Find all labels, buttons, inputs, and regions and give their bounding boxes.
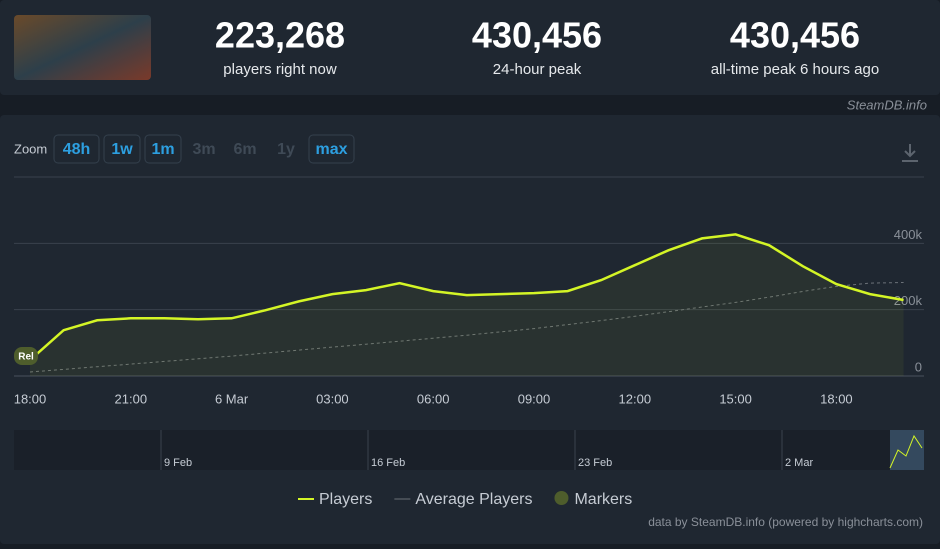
y-tick-label: 0 [915, 359, 922, 374]
line [29, 282, 904, 373]
navigator-label: 16 Feb [371, 457, 405, 469]
x-tick-label: 06:00 [417, 391, 450, 406]
zoom-button-label[interactable]: 1m [151, 141, 174, 158]
navigator-line [889, 434, 923, 469]
y-tick-label: 400k [894, 227, 923, 242]
x-tick-label: 12:00 [619, 391, 652, 406]
marker[interactable] [14, 347, 38, 365]
area [30, 234, 904, 376]
legend-label[interactable]: Markers [574, 491, 632, 508]
stats-panel [0, 0, 940, 95]
zoom-button-label[interactable]: 1w [111, 141, 133, 158]
stat-value: 223,268 [215, 15, 345, 56]
zoom-label: Zoom [14, 141, 47, 156]
download-icon[interactable] [902, 144, 918, 162]
chart-credit: data by SteamDB.info (powered by highcha… [648, 515, 923, 529]
zoom-button-label[interactable]: 1y [277, 141, 295, 158]
game-image [14, 15, 151, 80]
x-tick-label: 15:00 [719, 391, 752, 406]
x-tick-label: 09:00 [518, 391, 551, 406]
x-tick-label: 6 Mar [215, 391, 249, 406]
zoom-button[interactable] [53, 134, 100, 164]
zoom-button-label[interactable]: 48h [63, 141, 91, 158]
stat-label: all-time peak 6 hours ago [711, 61, 879, 78]
stat-value: 430,456 [472, 15, 602, 56]
stat-value: 430,456 [730, 15, 860, 56]
navigator-label: 2 Mar [785, 457, 813, 469]
zoom-button[interactable] [144, 134, 182, 164]
navigator[interactable] [14, 430, 924, 470]
zoom-button[interactable] [103, 134, 141, 164]
zoom-button-label[interactable]: 3m [192, 141, 215, 158]
x-tick-label: 03:00 [316, 391, 349, 406]
stat-label: players right now [223, 61, 337, 78]
credit: SteamDB.info [847, 97, 927, 112]
navigator-label: 23 Feb [578, 457, 612, 469]
marker-label: Rel [18, 352, 34, 363]
x-tick-label: 18:00 [820, 391, 853, 406]
zoom-button-label[interactable]: max [315, 141, 347, 158]
navigator-label: 9 Feb [164, 457, 192, 469]
zoom-button-label[interactable]: 6m [233, 141, 256, 158]
stat-label: 24-hour peak [493, 61, 582, 78]
legend-label[interactable]: Players [319, 491, 372, 508]
x-tick-label: 18:00 [14, 391, 47, 406]
zoom-button[interactable] [308, 134, 355, 164]
line [29, 233, 904, 362]
y-tick-label: 200k [894, 293, 923, 308]
x-tick-label: 21:00 [115, 391, 148, 406]
navigator-window[interactable] [890, 430, 924, 470]
legend-label[interactable]: Average Players [415, 491, 532, 508]
legend-symbol [554, 491, 569, 505]
